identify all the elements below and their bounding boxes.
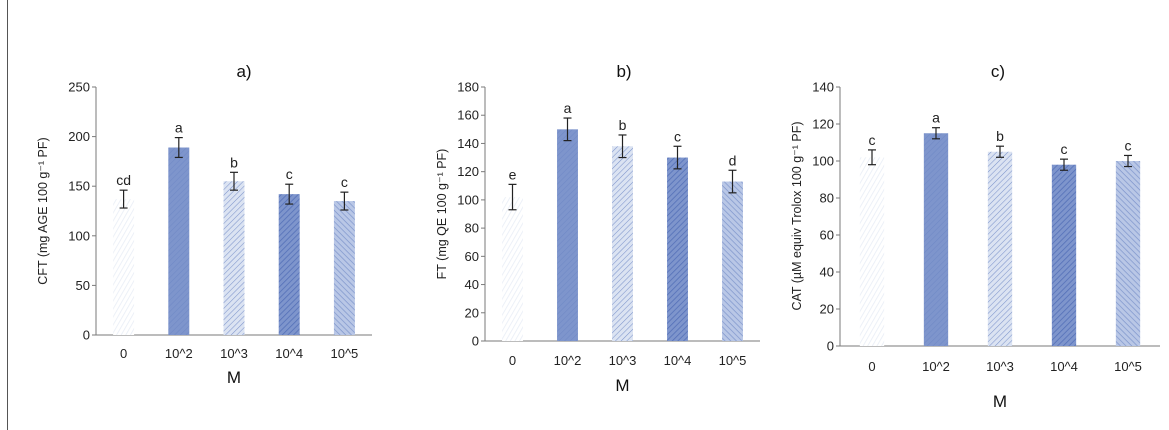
bar <box>1115 161 1141 346</box>
y-tick-label: 0 <box>827 339 834 354</box>
y-tick-label: 250 <box>68 80 90 95</box>
bar <box>223 181 245 335</box>
y-tick-label: 20 <box>465 305 479 320</box>
y-tick-label: 120 <box>812 117 834 132</box>
bar <box>859 157 885 346</box>
x-tick-label: 10^2 <box>554 353 582 368</box>
chart-panel-2: b) 0 20 40 60 80 100 120 140 160 180 e 0 a 10^2 b 10^3 c 1… <box>435 62 760 395</box>
y-tick-label: 100 <box>457 192 479 207</box>
significance-letter: a <box>564 100 572 116</box>
y-tick-label: 40 <box>465 277 479 292</box>
x-tick-label: 10^3 <box>220 346 248 361</box>
y-tick-label: 140 <box>812 80 834 95</box>
significance-letter: c <box>674 128 681 144</box>
x-tick-label: 10^5 <box>719 353 747 368</box>
bar <box>278 194 300 335</box>
x-axis-title: M <box>615 376 629 395</box>
chart-title: b) <box>616 62 631 81</box>
significance-letter: d <box>729 152 737 168</box>
y-tick-label: 100 <box>812 154 834 169</box>
y-tick-label: 80 <box>465 221 479 236</box>
y-tick-label: 160 <box>457 108 479 123</box>
x-tick-label: 10^5 <box>331 346 359 361</box>
bar <box>502 197 523 341</box>
significance-letter: c <box>286 166 293 182</box>
y-tick-label: 150 <box>68 179 90 194</box>
y-tick-label: 200 <box>68 129 90 144</box>
y-tick-label: 180 <box>457 80 479 95</box>
bar <box>923 133 949 346</box>
significance-letter: a <box>175 120 183 136</box>
chart-panel-1: a) 0 50 100 150 200 250 cd 0 a 10^2 b 10^3 c 10^4 c 10^5… <box>36 62 372 387</box>
significance-letter: a <box>932 110 940 126</box>
y-tick-label: 140 <box>457 136 479 151</box>
y-tick-label: 40 <box>820 265 834 280</box>
x-axis-title: M <box>227 368 241 387</box>
bar <box>987 151 1013 346</box>
bar <box>722 181 743 341</box>
significance-letter: c <box>1061 141 1068 157</box>
y-tick-label: 120 <box>457 164 479 179</box>
y-tick-label: 20 <box>820 302 834 317</box>
x-tick-label: 0 <box>868 359 875 374</box>
x-tick-label: 10^4 <box>275 346 303 361</box>
y-tick-label: 0 <box>472 334 479 349</box>
x-tick-label: 0 <box>509 353 516 368</box>
y-axis-title: CAT (µM equiv Trolox 100 g⁻¹ PF) <box>790 121 804 310</box>
y-axis-title: FT (mg QE 100 g⁻¹ PF) <box>435 149 449 280</box>
y-tick-label: 50 <box>76 278 90 293</box>
chart-title: c) <box>991 62 1005 81</box>
x-tick-label: 10^2 <box>165 346 193 361</box>
x-axis-title: M <box>993 392 1007 411</box>
y-tick-label: 100 <box>68 228 90 243</box>
x-tick-label: 0 <box>120 346 127 361</box>
x-tick-label: 10^5 <box>1114 359 1142 374</box>
bar <box>612 146 633 341</box>
y-tick-label: 0 <box>83 328 90 343</box>
bar <box>333 201 355 335</box>
significance-letter: c <box>869 132 876 148</box>
x-tick-label: 10^3 <box>986 359 1014 374</box>
bar <box>557 129 578 341</box>
chart-title: a) <box>236 62 251 81</box>
y-tick-label: 80 <box>820 191 834 206</box>
significance-letter: c <box>1125 137 1132 153</box>
y-tick-label: 60 <box>820 228 834 243</box>
x-tick-label: 10^3 <box>609 353 637 368</box>
significance-letter: b <box>619 117 627 133</box>
x-tick-label: 10^4 <box>1050 359 1078 374</box>
x-tick-label: 10^4 <box>664 353 692 368</box>
chart-panel-3: c) 0 20 40 60 80 100 120 140 c 0 a 10^2 b 10^3 c 10^4 c 10… <box>790 62 1160 411</box>
y-tick-label: 60 <box>465 249 479 264</box>
significance-letter: e <box>509 166 517 182</box>
bar <box>168 147 190 335</box>
significance-letter: b <box>996 128 1004 144</box>
significance-letter: c <box>341 174 348 190</box>
page-left-border <box>7 0 8 430</box>
bar <box>667 157 688 341</box>
significance-letter: b <box>230 154 238 170</box>
bar <box>113 199 135 335</box>
x-tick-label: 10^2 <box>922 359 950 374</box>
bar <box>1051 164 1077 346</box>
y-axis-title: CFT (mg AGE 100 g⁻¹ PF) <box>36 137 50 284</box>
significance-letter: cd <box>116 172 131 188</box>
